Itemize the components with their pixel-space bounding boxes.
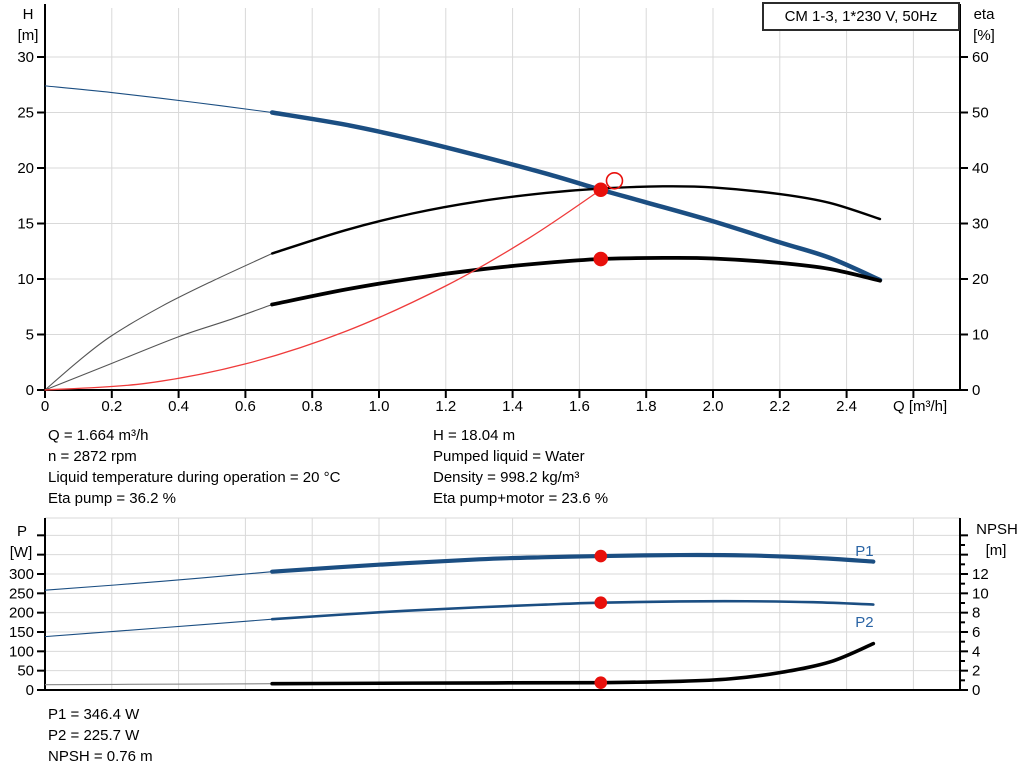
q-tick-label: 1.4	[502, 398, 523, 415]
info-pumped-liquid: Pumped liquid = Water	[433, 448, 585, 465]
p1-curve-thin	[44, 571, 273, 591]
p-tick-label: 200	[9, 605, 34, 622]
p-tick-label: 300	[9, 566, 34, 583]
npsh-axis-label: NPSH	[976, 521, 1018, 538]
duty-point-p1[interactable]	[594, 549, 608, 563]
p-axis-unit: [W]	[10, 544, 33, 561]
q-tick-label: 2.0	[703, 398, 724, 415]
h-tick-label: 10	[17, 271, 34, 288]
h-tick-label: 5	[26, 327, 34, 344]
system-curve	[44, 189, 602, 391]
eta-tick-label: 20	[972, 271, 989, 288]
h-tick-label: 30	[17, 49, 34, 66]
eta-pump-curve-thin	[44, 252, 273, 391]
q-tick-label: 0.4	[168, 398, 189, 415]
duty-point-p2[interactable]	[594, 596, 608, 610]
npsh-axis-unit: [m]	[986, 542, 1007, 559]
eta-tick-label: 40	[972, 160, 989, 177]
pump-title: CM 1-3, 1*230 V, 50Hz	[784, 8, 938, 25]
eta-axis-label: eta	[974, 6, 996, 23]
pump-title-box: CM 1-3, 1*230 V, 50Hz	[762, 2, 960, 31]
info-eta-pump: Eta pump = 36.2 %	[48, 490, 176, 507]
info-p2: P2 = 225.7 W	[48, 727, 140, 744]
eta-tick-label: 30	[972, 216, 989, 233]
eta-axis-unit: [%]	[973, 27, 995, 44]
info-liquid-temp: Liquid temperature during operation = 20…	[48, 469, 341, 486]
q-tick-label: 0.8	[302, 398, 323, 415]
duty-point-h[interactable]	[593, 182, 609, 198]
npsh-tick-label: 6	[972, 624, 980, 641]
p-tick-label: 0	[26, 682, 34, 699]
p-tick-label: 100	[9, 643, 34, 660]
info-eta-pump-motor: Eta pump+motor = 23.6 %	[433, 490, 609, 507]
h-axis-unit: [m]	[18, 27, 39, 44]
h-tick-label: 20	[17, 160, 34, 177]
info-flow: Q = 1.664 m³/h	[48, 427, 149, 444]
h-axis-label: H	[23, 6, 34, 23]
p-tick-label: 150	[9, 624, 34, 641]
lower-chart: 0 50 100 150 200 250 300 0 2 4 6 8 10 12 P [W] NPSH [m] P1…	[9, 517, 1018, 699]
eta-tick-label: 60	[972, 49, 989, 66]
duty-point-eta-motor[interactable]	[593, 251, 609, 267]
q-tick-label: 2.2	[769, 398, 790, 415]
p2-curve-thin	[44, 618, 273, 638]
npsh-tick-label: 10	[972, 585, 989, 602]
npsh-tick-label: 4	[972, 643, 980, 660]
npsh-tick-label: 8	[972, 605, 980, 622]
info-speed: n = 2872 rpm	[48, 448, 137, 465]
p2-curve-label: P2	[855, 614, 873, 631]
p-tick-label: 250	[9, 585, 34, 602]
npsh-tick-label: 12	[972, 566, 989, 583]
q-tick-label: 2.4	[836, 398, 857, 415]
info-head: H = 18.04 m	[433, 427, 516, 444]
p1-curve-label: P1	[855, 543, 873, 560]
eta-tick-label: 50	[972, 105, 989, 122]
eta-tick-label: 10	[972, 327, 989, 344]
eta-tick-label: 0	[972, 382, 980, 399]
npsh-tick-label: 0	[972, 682, 980, 699]
eta-pump-motor-curve-thin	[44, 304, 273, 391]
duty-point-npsh[interactable]	[594, 676, 608, 689]
q-tick-label: 1.0	[369, 398, 390, 415]
q-tick-label: 1.8	[636, 398, 657, 415]
h-tick-label: 15	[17, 216, 34, 233]
npsh-tick-label: 2	[972, 663, 980, 680]
upper-chart: 0 5 10 15 20 25 30 0 10 20 30 40 50 60 0 0.2 0.4 0.6 0.8 1.…	[17, 4, 995, 415]
npsh-curve	[270, 641, 876, 686]
info-p1: P1 = 346.4 W	[48, 706, 140, 723]
pump-curve-hq-thin	[44, 85, 273, 114]
eta-pump-motor-curve	[270, 255, 882, 307]
npsh-curve-thin	[44, 683, 273, 686]
q-tick-label: 0.6	[235, 398, 256, 415]
q-tick-label: 1.6	[569, 398, 590, 415]
p-tick-label: 50	[17, 663, 34, 680]
p-axis-label: P	[17, 523, 27, 540]
q-axis-label: Q [m³/h]	[893, 398, 947, 415]
duty-point-open-ring	[605, 171, 624, 190]
p2-curve	[270, 599, 875, 621]
q-tick-label: 1.2	[435, 398, 456, 415]
h-tick-label: 0	[26, 382, 34, 399]
p1-curve	[270, 552, 876, 574]
info-density: Density = 998.2 kg/m³	[433, 469, 580, 486]
q-tick-label: 0.2	[101, 398, 122, 415]
info-npsh: NPSH = 0.76 m	[48, 748, 153, 765]
h-tick-label: 25	[17, 105, 34, 122]
q-tick-label: 0	[41, 398, 49, 415]
